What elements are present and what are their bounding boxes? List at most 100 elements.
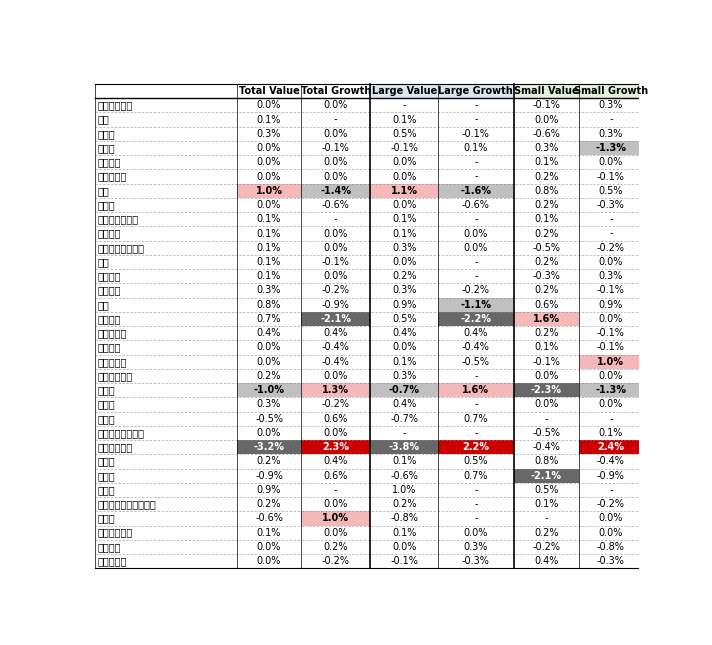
Text: 食料品: 食料品	[98, 143, 115, 153]
Text: -0.7%: -0.7%	[389, 385, 419, 395]
Text: 銀行業: 銀行業	[98, 485, 115, 495]
Text: 0.4%: 0.4%	[323, 457, 348, 466]
Text: 0.0%: 0.0%	[534, 371, 558, 381]
Text: 陸運業: 陸運業	[98, 385, 115, 395]
Text: 0.0%: 0.0%	[599, 157, 623, 167]
Bar	[579, 141, 643, 155]
Text: Small Growth: Small Growth	[574, 86, 648, 96]
Text: 2.2%: 2.2%	[462, 442, 489, 452]
Bar	[370, 440, 438, 454]
Bar	[370, 84, 438, 98]
Text: -2.3%: -2.3%	[530, 385, 562, 395]
Bar	[438, 84, 513, 98]
Text: -: -	[474, 399, 478, 410]
Text: 0.2%: 0.2%	[534, 200, 558, 210]
Text: 鉱業: 鉱業	[98, 115, 110, 124]
Text: -0.9%: -0.9%	[597, 471, 625, 481]
Text: 0.0%: 0.0%	[323, 243, 348, 253]
Text: サービス業: サービス業	[98, 556, 127, 566]
Text: 0.6%: 0.6%	[323, 471, 348, 481]
Text: 水産・農林業: 水産・農林業	[98, 101, 133, 110]
Text: -: -	[609, 228, 612, 239]
Text: -0.6%: -0.6%	[462, 200, 490, 210]
Text: -1.6%: -1.6%	[460, 186, 491, 196]
Text: 0.5%: 0.5%	[392, 314, 417, 324]
Text: -0.1%: -0.1%	[597, 172, 625, 181]
Text: 電気・ガス業: 電気・ガス業	[98, 371, 133, 381]
Text: 非鉄金属: 非鉄金属	[98, 272, 121, 281]
Text: -0.8%: -0.8%	[390, 513, 418, 524]
Text: -0.9%: -0.9%	[322, 300, 350, 310]
Text: 1.6%: 1.6%	[533, 314, 560, 324]
Text: 0.0%: 0.0%	[323, 272, 348, 281]
Text: 0.1%: 0.1%	[257, 115, 281, 124]
Text: 保険業: 保険業	[98, 513, 115, 524]
Text: 0.0%: 0.0%	[599, 528, 623, 538]
Text: 0.2%: 0.2%	[534, 228, 558, 239]
Text: 0.3%: 0.3%	[599, 101, 623, 110]
Text: 0.1%: 0.1%	[257, 272, 281, 281]
Text: 不動産業: 不動産業	[98, 542, 121, 552]
Text: 0.3%: 0.3%	[392, 243, 417, 253]
Text: 0.3%: 0.3%	[599, 129, 623, 139]
Text: -: -	[474, 485, 478, 495]
Text: 倉庫・運輸関連業: 倉庫・運輸関連業	[98, 428, 145, 438]
Text: -2.1%: -2.1%	[320, 314, 351, 324]
Text: -0.2%: -0.2%	[462, 286, 490, 295]
Text: 0.2%: 0.2%	[257, 499, 281, 509]
Text: 0.0%: 0.0%	[599, 513, 623, 524]
Text: -: -	[609, 115, 612, 124]
Bar	[579, 440, 643, 454]
Text: -0.1%: -0.1%	[597, 342, 625, 352]
Text: -0.1%: -0.1%	[322, 143, 350, 153]
Text: 0.2%: 0.2%	[392, 272, 417, 281]
Text: -: -	[474, 499, 478, 509]
Text: -1.0%: -1.0%	[253, 385, 285, 395]
Text: 0.1%: 0.1%	[464, 143, 488, 153]
Text: -0.1%: -0.1%	[462, 129, 490, 139]
Text: -0.6%: -0.6%	[533, 129, 560, 139]
Text: 0.0%: 0.0%	[464, 528, 488, 538]
Text: -: -	[334, 115, 337, 124]
Text: 0.0%: 0.0%	[392, 342, 417, 352]
Text: 0.0%: 0.0%	[534, 115, 558, 124]
Text: 0.2%: 0.2%	[534, 257, 558, 267]
Text: 0.0%: 0.0%	[392, 157, 417, 167]
Text: 0.0%: 0.0%	[257, 101, 281, 110]
Text: -: -	[474, 272, 478, 281]
Text: その他製品: その他製品	[98, 357, 127, 367]
Text: 0.0%: 0.0%	[323, 528, 348, 538]
Text: 0.0%: 0.0%	[323, 371, 348, 381]
Text: 0.1%: 0.1%	[392, 115, 417, 124]
Text: 小売業: 小売業	[98, 471, 115, 481]
Text: -0.9%: -0.9%	[255, 471, 283, 481]
Text: 0.4%: 0.4%	[392, 328, 417, 338]
Text: 0.8%: 0.8%	[534, 457, 558, 466]
Text: -0.4%: -0.4%	[322, 357, 350, 367]
Text: 0.0%: 0.0%	[392, 542, 417, 552]
Text: -0.2%: -0.2%	[322, 399, 350, 410]
Text: -: -	[474, 371, 478, 381]
Text: -2.2%: -2.2%	[460, 314, 491, 324]
Bar	[438, 297, 513, 312]
Text: -0.1%: -0.1%	[390, 143, 418, 153]
Text: 海運業: 海運業	[98, 399, 115, 410]
Text: 0.0%: 0.0%	[323, 499, 348, 509]
Text: -0.6%: -0.6%	[255, 513, 283, 524]
Text: -0.1%: -0.1%	[597, 328, 625, 338]
Bar	[301, 312, 370, 326]
Text: 0.1%: 0.1%	[257, 228, 281, 239]
Text: -: -	[474, 214, 478, 224]
Text: -0.2%: -0.2%	[533, 542, 560, 552]
Text: その他金融業: その他金融業	[98, 528, 133, 538]
Text: 0.0%: 0.0%	[392, 257, 417, 267]
Text: 2.3%: 2.3%	[322, 442, 349, 452]
Text: 0.2%: 0.2%	[323, 542, 348, 552]
Text: Large Growth: Large Growth	[439, 86, 513, 96]
Text: 1.0%: 1.0%	[322, 513, 349, 524]
Bar	[301, 383, 370, 397]
Text: -0.1%: -0.1%	[533, 357, 560, 367]
Bar	[370, 383, 438, 397]
Text: 0.3%: 0.3%	[257, 286, 281, 295]
Text: 0.0%: 0.0%	[257, 357, 281, 367]
